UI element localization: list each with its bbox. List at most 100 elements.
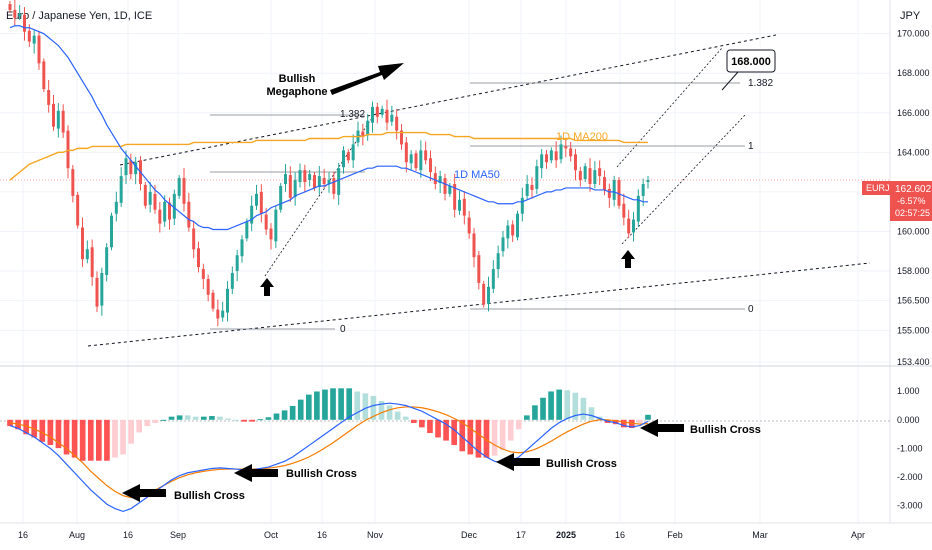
- price-tick-label: 158.000: [897, 266, 930, 276]
- ma200-label: 1D MA200: [556, 131, 608, 143]
- histogram-bar: [572, 392, 579, 420]
- candle-body: [85, 249, 89, 260]
- channel-right-a: [621, 114, 746, 245]
- candle-body: [448, 185, 452, 194]
- histogram-bar: [580, 397, 587, 420]
- candle-body: [559, 144, 563, 160]
- histogram-bar: [443, 419, 449, 441]
- currency-label: JPY: [900, 10, 921, 22]
- candle-body: [385, 109, 389, 123]
- candle-body: [366, 120, 370, 136]
- histogram-bar: [39, 419, 46, 442]
- candle-body: [279, 185, 283, 210]
- time-tick-label: Nov: [367, 530, 384, 540]
- histogram-bar: [427, 419, 433, 434]
- candle-body: [182, 178, 186, 204]
- price-tag: EURJPY 162.602 -6.57% 02:57:25: [862, 181, 932, 221]
- candle-body: [250, 205, 254, 224]
- candle-body: [496, 253, 500, 270]
- megaphone-lower-line: [87, 262, 871, 347]
- histogram-bar: [281, 410, 288, 420]
- candle-body: [105, 247, 109, 275]
- time-tick-label: Mar: [752, 530, 768, 540]
- candle-body: [317, 176, 321, 187]
- candle-body: [259, 191, 263, 214]
- histogram-bar: [23, 419, 29, 435]
- candle-body: [13, 9, 17, 18]
- candle-body: [598, 168, 602, 177]
- macd-line: [9, 402, 649, 513]
- histogram-bar: [79, 419, 86, 461]
- candle-body: [549, 150, 553, 161]
- macd-tick-label: -1.000: [897, 443, 923, 453]
- histogram-bar: [104, 419, 110, 461]
- candle-body: [255, 193, 258, 206]
- candle-body: [375, 106, 379, 117]
- histogram-bar: [289, 405, 296, 420]
- candle-body: [288, 175, 292, 198]
- candle-body: [516, 213, 519, 238]
- time-axis[interactable]: 16 Aug 16 Sep Oct 16 Nov Dec 17 2025 16 Feb Mar Apr: [18, 530, 865, 540]
- histogram-bar: [47, 419, 54, 445]
- candle-body: [540, 154, 544, 169]
- candle-body: [438, 176, 442, 183]
- candle-body: [27, 30, 31, 42]
- time-tick-label: Feb: [667, 530, 683, 540]
- candle-body: [42, 61, 46, 90]
- candle-body: [129, 160, 133, 175]
- histogram-bar: [459, 419, 466, 452]
- grid: [0, 0, 890, 523]
- candle-body: [632, 219, 635, 233]
- histogram-bar: [378, 400, 385, 420]
- macd-axis[interactable]: 1.000 0.000 -1.000 -2.000 -3.000: [897, 386, 923, 511]
- candle-body: [148, 191, 152, 205]
- candle-body: [192, 228, 196, 250]
- histogram-bar: [386, 405, 393, 420]
- candle-body: [308, 174, 312, 181]
- candle-body: [119, 176, 123, 203]
- candle-body: [564, 146, 568, 149]
- histogram-bar: [87, 419, 94, 461]
- change-pct-label: -6.57%: [897, 196, 926, 206]
- ma200-line: [9, 131, 648, 181]
- candle-body: [52, 103, 55, 127]
- histogram-bar: [314, 391, 320, 420]
- time-tick-label: Sep: [170, 530, 186, 540]
- time-tick-label: 2025: [556, 530, 576, 540]
- bullish-cross-label-3: Bullish Cross: [546, 458, 617, 470]
- candle-body: [530, 184, 534, 190]
- macd-tick-label: 1.000: [897, 386, 920, 396]
- histogram-bar: [330, 388, 336, 420]
- candle-body: [612, 180, 616, 200]
- candle-body: [554, 151, 558, 161]
- histogram-bar: [540, 397, 546, 420]
- candle-body: [269, 228, 273, 240]
- histogram-bar: [499, 419, 506, 451]
- histogram-bar: [362, 393, 369, 420]
- candle-body: [230, 272, 234, 289]
- histogram-bar: [120, 419, 126, 455]
- candle-body: [429, 158, 432, 173]
- histogram-bar: [273, 413, 280, 420]
- candle-body: [617, 180, 621, 206]
- candle-body: [264, 214, 268, 230]
- candle-body: [211, 292, 215, 309]
- candle-body: [81, 227, 84, 260]
- candle-body: [124, 158, 128, 176]
- ma50-label: 1D MA50: [454, 169, 500, 181]
- candle-body: [607, 188, 611, 198]
- fib-left-bottom-label: 0: [340, 324, 346, 335]
- histogram-bar: [176, 415, 183, 420]
- histogram-bar: [612, 419, 619, 425]
- candle-body: [153, 193, 157, 210]
- candle-body: [90, 247, 94, 277]
- candle-body: [361, 131, 365, 137]
- candle-body: [472, 233, 476, 258]
- histogram-bar: [338, 388, 344, 420]
- candle-body: [206, 278, 210, 295]
- candle-body: [491, 269, 495, 289]
- candle-body: [114, 201, 118, 214]
- time-tick-label: 17: [516, 530, 526, 540]
- chart-title: Euro / Japanese Yen, 1D, ICE: [6, 10, 152, 22]
- histogram-bar: [491, 419, 498, 456]
